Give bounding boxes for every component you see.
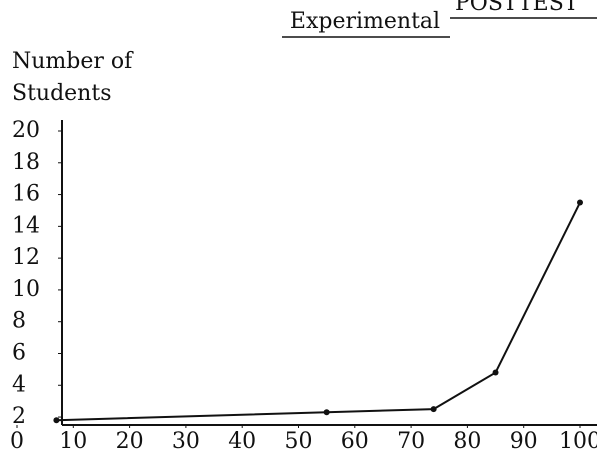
x-tick-label: 60: [341, 429, 369, 454]
x-tick-label: 50: [285, 429, 313, 454]
data-point: [323, 409, 330, 416]
x-tick-label: 70: [397, 429, 425, 454]
x-tick-label: 0: [10, 429, 24, 454]
y-axis-label: Students: [12, 81, 111, 106]
data-point: [492, 369, 499, 376]
data-point: [577, 199, 583, 206]
chart-title: Experimental: [290, 9, 440, 34]
y-tick-label: 20: [12, 118, 40, 143]
y-tick-label: 6: [12, 340, 26, 365]
x-tick-label: 10: [59, 429, 87, 454]
x-tick-label: 100: [559, 429, 597, 454]
x-tick-label: 20: [116, 429, 144, 454]
data-point: [53, 417, 60, 424]
y-tick-label: 16: [12, 182, 40, 207]
y-tick-label: 18: [12, 150, 40, 175]
data-point: [430, 406, 437, 413]
y-tick-label: 2: [12, 404, 26, 429]
y-tick-label: 8: [12, 309, 26, 334]
x-tick-label: 40: [228, 429, 256, 454]
y-axis-label: Number of: [12, 49, 134, 74]
data-line: [56, 202, 581, 422]
y-tick-label: 14: [12, 213, 40, 238]
x-tick-label: 80: [453, 429, 481, 454]
y-tick-label: 4: [12, 372, 26, 397]
y-tick-label: 10: [12, 277, 40, 302]
x-tick-label: 30: [172, 429, 200, 454]
y-tick-label: 12: [12, 245, 40, 270]
header: POSTTEST: [455, 0, 579, 16]
x-tick-label: 90: [510, 429, 538, 454]
